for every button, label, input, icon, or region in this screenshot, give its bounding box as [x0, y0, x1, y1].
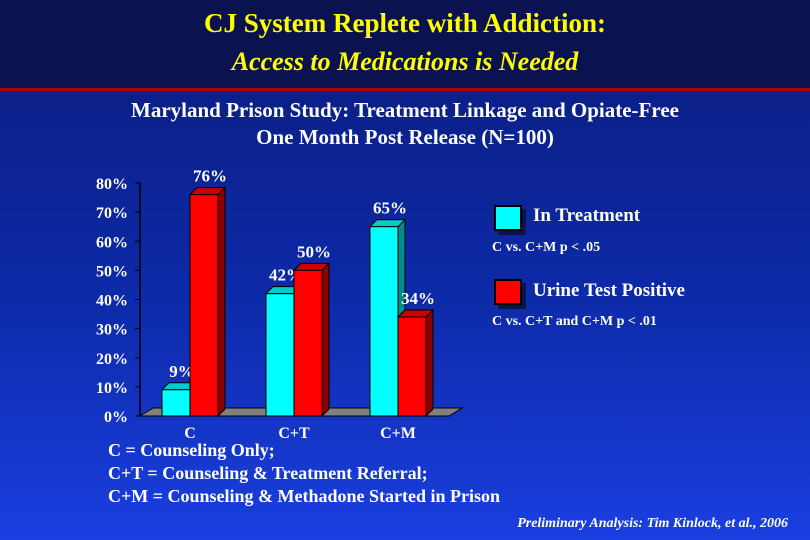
- bar-in-treatment-cm: [369, 226, 399, 417]
- legend-swatch-in-treatment: [494, 205, 522, 231]
- credit-text: Preliminary Analysis: Tim Kinlock, et al…: [517, 516, 788, 531]
- bar-top: [368, 219, 407, 228]
- y-tick-label: 70%: [96, 205, 128, 222]
- legend-label-urine-positive: Urine Test Positive: [533, 280, 685, 301]
- bar-urine-test-positive-c: [189, 194, 219, 417]
- data-label: 76%: [193, 167, 227, 186]
- data-label: 34%: [401, 289, 435, 308]
- bar-in-treatment-ct: [265, 293, 295, 417]
- slide-title: CJ System Replete with Addiction:: [204, 8, 606, 38]
- chart-title: Maryland Prison Study: Treatment Linkage…: [60, 97, 750, 151]
- chart-title-line2: One Month Post Release (N=100): [256, 125, 554, 149]
- bar-urine-test-positive-cm: [397, 316, 427, 417]
- chart-title-line1: Maryland Prison Study: Treatment Linkage…: [131, 98, 679, 122]
- x-category-label: C+T: [278, 425, 310, 442]
- data-label: 65%: [373, 199, 407, 218]
- bar-side: [425, 308, 434, 418]
- slide-subtitle: Access to Medications is Needed: [231, 47, 579, 76]
- x-category-label: C+M: [380, 425, 416, 442]
- bar-top: [188, 187, 227, 196]
- footnote-c: C = Counseling Only;: [108, 440, 275, 460]
- bar-in-treatment-c: [161, 389, 191, 417]
- data-label: 50%: [297, 242, 331, 261]
- bar-side: [321, 262, 330, 418]
- bar-urine-test-positive-ct: [293, 269, 323, 417]
- footnote-ct: C+T = Counseling & Treatment Referral;: [108, 463, 428, 483]
- y-tick-label: 20%: [96, 351, 128, 368]
- x-category-label: C: [184, 425, 196, 442]
- legend-swatch-urine-positive: [494, 279, 522, 305]
- y-tick-label: 40%: [96, 293, 128, 310]
- legend-note-urine-positive: C vs. C+T and C+M p < .01: [492, 314, 657, 329]
- footnote-cm: C+M = Counseling & Methadone Started in …: [108, 486, 501, 506]
- bar-top: [292, 262, 331, 271]
- data-label: 9%: [169, 362, 195, 381]
- legend-note-in-treatment: C vs. C+M p < .05: [492, 240, 601, 255]
- bar-side: [217, 186, 226, 418]
- y-tick-label: 80%: [96, 176, 128, 193]
- y-tick-label: 30%: [96, 322, 128, 339]
- legend-label-in-treatment: In Treatment: [533, 205, 641, 226]
- y-tick-label: 10%: [96, 380, 128, 397]
- y-tick-label: 60%: [96, 234, 128, 251]
- y-tick-label: 0%: [104, 409, 128, 426]
- title-bar: CJ System Replete with Addiction: Access…: [0, 0, 810, 91]
- y-tick-label: 50%: [96, 263, 128, 280]
- bar-top: [396, 309, 435, 318]
